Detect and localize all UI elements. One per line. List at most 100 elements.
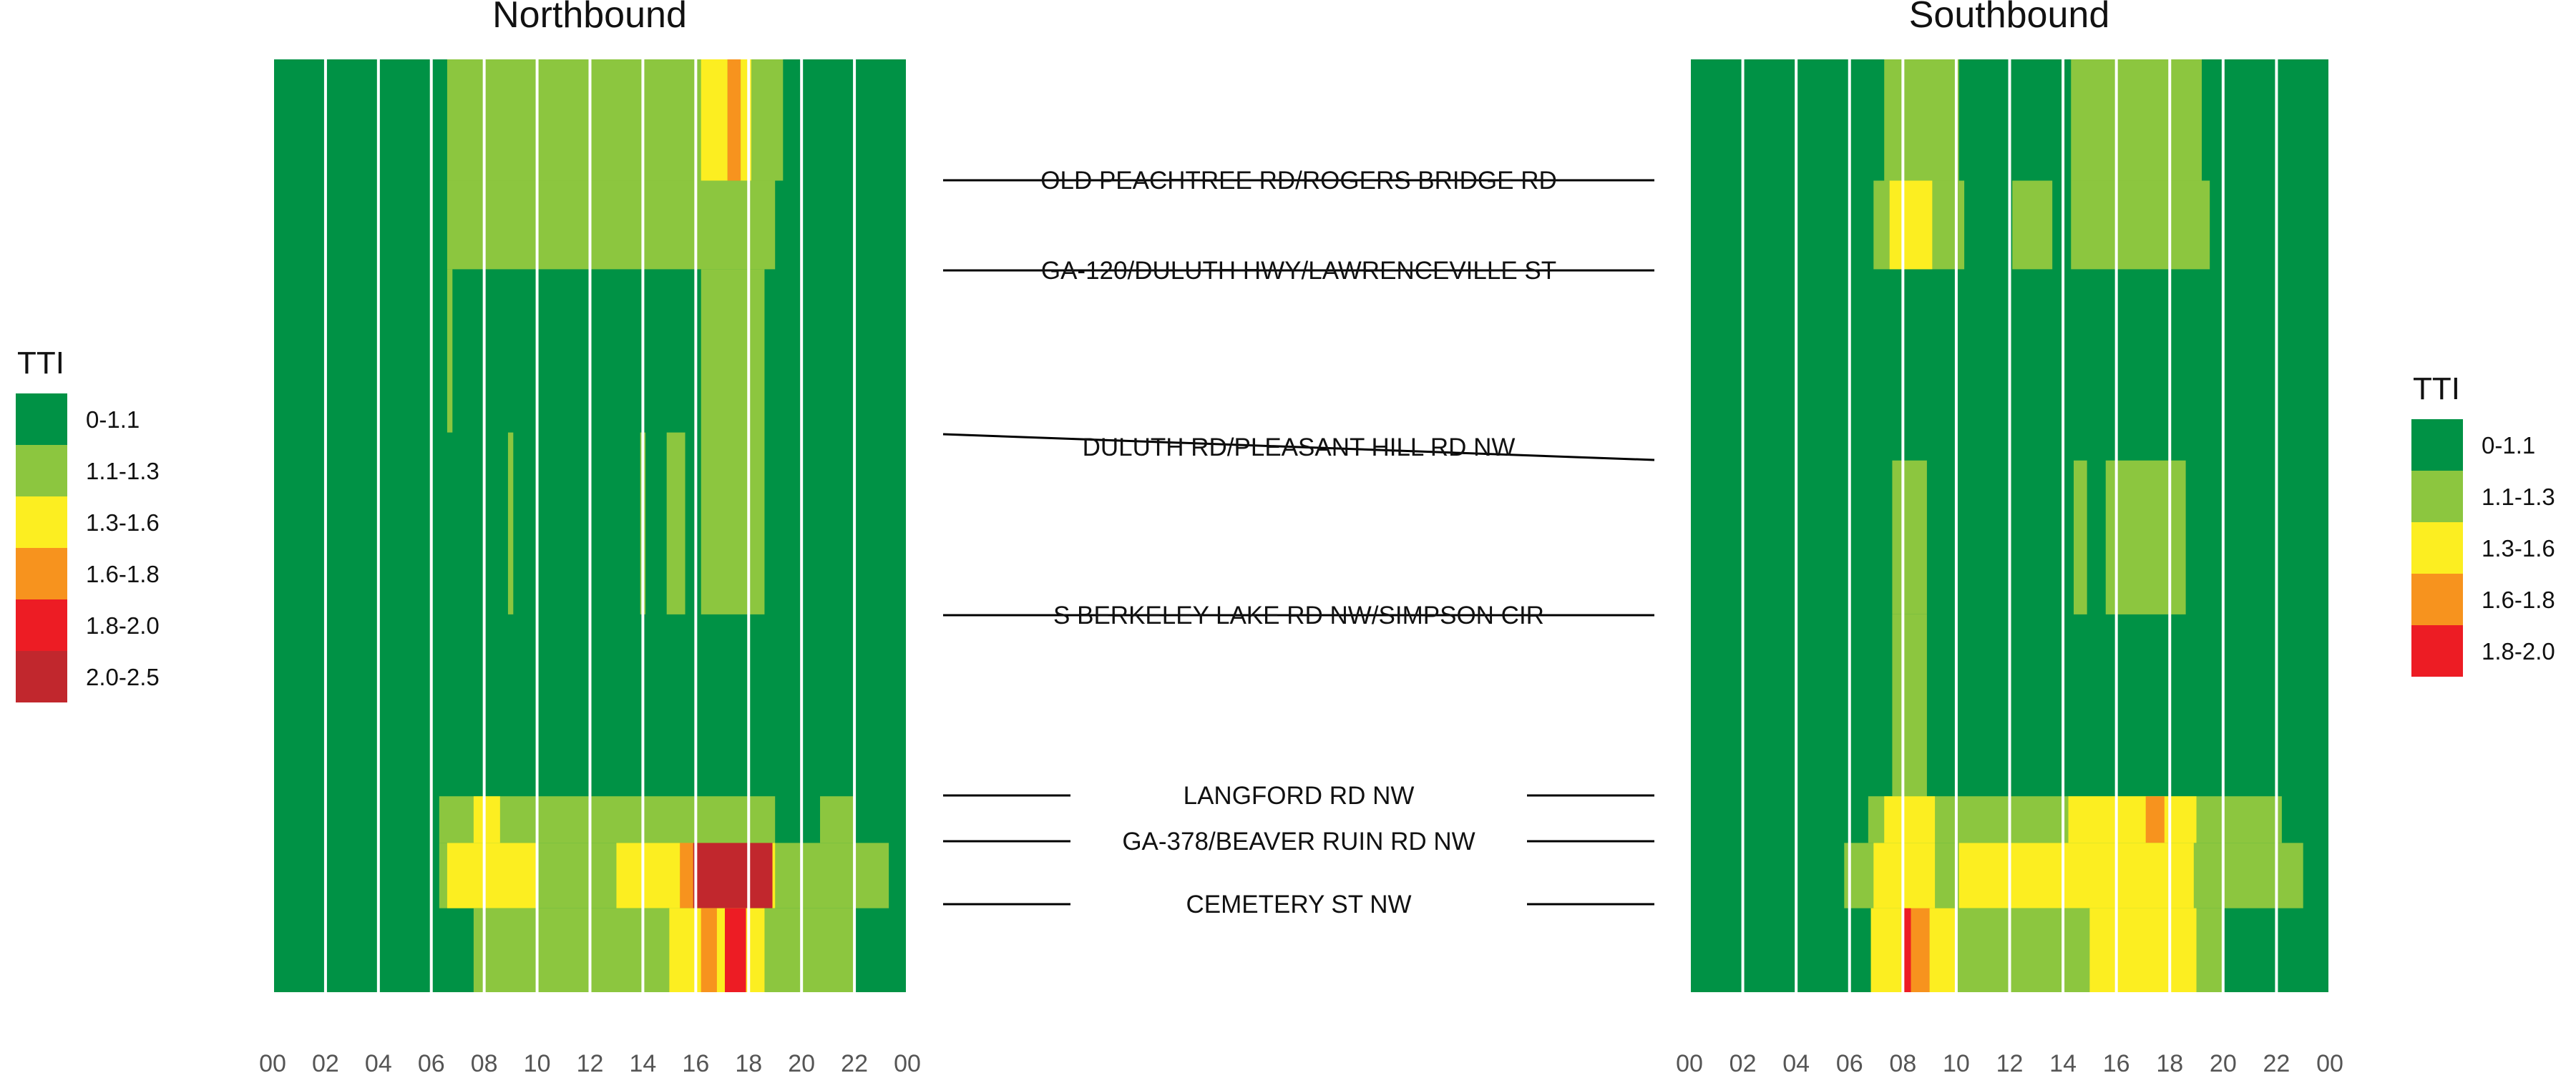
x-tick-label: 14: [2049, 1050, 2077, 1073]
x-tick-label: 14: [630, 1050, 657, 1073]
heatmap-cell: [820, 796, 855, 843]
heatmap-cell: [1903, 908, 1911, 992]
heatmap-cell: [473, 908, 855, 992]
legend-swatch: [16, 496, 67, 548]
legend-title: TTI: [17, 346, 64, 381]
x-tick-label: 02: [1729, 1050, 1757, 1073]
road-label: LANGFORD RD NW: [1184, 782, 1415, 810]
road-label-group: OLD PEACHTREE RD/ROGERS BRIDGE RD: [943, 167, 1654, 195]
heatmap-cell: [2145, 796, 2165, 843]
x-tick-label: 20: [788, 1050, 815, 1073]
heatmap-cell: [2071, 180, 2210, 270]
x-tick-label: 10: [524, 1050, 551, 1073]
road-label-group: S BERKELEY LAKE RD NW/SIMPSON CIR: [943, 602, 1654, 629]
x-tick-label: 18: [735, 1050, 762, 1073]
legend-label: 1.3-1.6: [86, 509, 160, 536]
legend-swatch: [16, 548, 67, 599]
heatmap-cell: [2074, 460, 2087, 614]
heatmap-cell: [2071, 59, 2202, 181]
x-tick-label: 16: [2103, 1050, 2130, 1073]
legend-label: 2.0-2.5: [86, 664, 160, 690]
legend-label: 0-1.1: [86, 406, 140, 433]
road-label-group: DULUTH RD/PLEASANT HILL RD NW: [942, 433, 1655, 461]
legend-label: 1.6-1.8: [86, 561, 160, 587]
heatmap-cell: [693, 843, 773, 908]
heatmap-cell: [666, 432, 686, 614]
heatmap-cell: [701, 908, 717, 992]
legend-label: 1.8-2.0: [2482, 638, 2555, 665]
x-tick-label: 22: [841, 1050, 868, 1073]
x-tick-label: 22: [2263, 1050, 2290, 1073]
heatmap-cell: [1911, 908, 1930, 992]
x-tick-label: 02: [312, 1050, 339, 1073]
legend-swatch: [2411, 419, 2463, 471]
panel-northbound: Northbound 00 02 04 06 08 10 12 14 16 18 20 22 00: [259, 0, 921, 1073]
x-tick-label: 18: [2156, 1050, 2183, 1073]
heatmap-cell: [1884, 59, 1959, 181]
heatmap-cell: [1889, 180, 1933, 270]
x-tick-label: 08: [1889, 1050, 1916, 1073]
road-label-group: CEMETERY ST NW: [943, 891, 1654, 918]
legend: TTI 0-1.1 1.1-1.3 1.3-1.6 1.6-1.8 1.8-2.0: [2411, 371, 2555, 677]
heatmap-cell: [701, 59, 728, 181]
x-tick-label: 00: [1676, 1050, 1703, 1073]
heatmap-cell: [1884, 796, 1936, 843]
x-tick-label: 16: [682, 1050, 709, 1073]
legend-label: 1.1-1.3: [86, 458, 160, 484]
x-tick-label: 00: [2316, 1050, 2343, 1073]
road-connector-line: [942, 433, 1655, 461]
x-tick-label: 04: [1782, 1050, 1810, 1073]
road-label-group: LANGFORD RD NW: [943, 782, 1654, 810]
panel-title: Southbound: [1909, 0, 2110, 36]
legend-swatch: [16, 393, 67, 445]
legend-title: TTI: [2413, 371, 2460, 406]
road-label: S BERKELEY LAKE RD NW/SIMPSON CIR: [1053, 602, 1544, 629]
road-label: CEMETERY ST NW: [1186, 891, 1411, 918]
heatmap-cell: [447, 180, 776, 270]
x-tick-label: 06: [418, 1050, 445, 1073]
x-tick-label: 12: [577, 1050, 604, 1073]
legend-label: 1.6-1.8: [2482, 587, 2555, 613]
legend-swatch: [16, 651, 67, 702]
legend: TTI 0-1.1 1.1-1.3 1.3-1.6 1.6-1.8 1.8-2.0 2.0-…: [16, 346, 160, 702]
heatmap-cell: [727, 59, 741, 181]
legend-swatch: [16, 445, 67, 496]
heatmap-cell: [701, 269, 765, 614]
x-tick-label: 00: [259, 1050, 286, 1073]
heatmap-cell: [2012, 180, 2053, 270]
legend-swatch: [16, 599, 67, 651]
heatmap-cell: [507, 432, 514, 614]
road-label: DULUTH RD/PLEASANT HILL RD NW: [1083, 433, 1516, 461]
legend-label: 1.1-1.3: [2482, 484, 2555, 510]
legend-swatch: [2411, 522, 2463, 574]
heatmap-cell: [447, 269, 453, 433]
heatmap-cell: [680, 843, 693, 908]
legend-swatch: [2411, 471, 2463, 522]
heatmap-cell: [447, 843, 537, 908]
heatmap-cell: [2068, 796, 2197, 843]
x-tick-label: 12: [1996, 1050, 2024, 1073]
heatmap-cell: [2089, 908, 2197, 992]
legend-label: 1.8-2.0: [86, 612, 160, 639]
heatmap-cell: [1892, 614, 1927, 797]
legend-label: 0-1.1: [2482, 432, 2535, 459]
panel-southbound: Southbound 00 02 04 06 08 10 12 14 16 18 20 22 00: [1676, 0, 2343, 1073]
legend-swatch: [2411, 625, 2463, 677]
heatmap-cell: [473, 796, 500, 843]
road-label: GA-120/DULUTH HWY/LAWRENCEVILLE ST: [1041, 257, 1556, 285]
heatmap-cell: [669, 908, 765, 992]
x-tick-label: 20: [2210, 1050, 2237, 1073]
legend-label: 1.3-1.6: [2482, 535, 2555, 562]
heatmap-cell: [1892, 460, 1927, 614]
x-tick-label: 00: [894, 1050, 921, 1073]
x-tick-label: 10: [1943, 1050, 1970, 1073]
x-tick-label: 08: [471, 1050, 498, 1073]
panel-title: Northbound: [492, 0, 687, 36]
heatmap-cell: [1958, 843, 2194, 908]
legend-swatch: [2411, 574, 2463, 625]
road-label-group: GA-378/BEAVER RUIN RD NW: [943, 828, 1654, 856]
heatmap-cell: [2105, 460, 2186, 614]
heatmap-cell: [724, 908, 746, 992]
x-tick-label: 04: [365, 1050, 392, 1073]
